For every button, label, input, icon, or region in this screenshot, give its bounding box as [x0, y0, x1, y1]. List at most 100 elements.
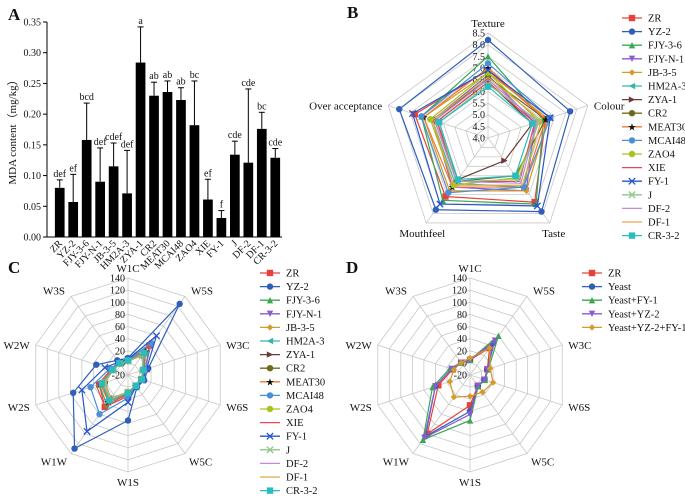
bar — [68, 201, 79, 237]
data-point — [628, 69, 636, 76]
data-point — [474, 382, 482, 389]
radar-axis-label: Colour — [594, 101, 625, 113]
radar-tick-label: 5.5 — [473, 99, 486, 110]
data-point — [266, 432, 274, 440]
data-point — [486, 365, 494, 372]
legend-label: DF-1 — [286, 473, 308, 484]
legend-label: Yeast — [608, 282, 631, 293]
data-point — [411, 111, 418, 118]
data-point — [466, 417, 474, 424]
significance-label: bcd — [79, 92, 93, 103]
data-point — [546, 114, 554, 122]
radar-tick-label: 140 — [110, 274, 125, 285]
significance-label: bc — [190, 70, 200, 81]
data-point: ★ — [484, 64, 493, 75]
legend-label: J — [648, 190, 652, 201]
panel-a-y-tick-label: 0.35 — [24, 18, 42, 29]
radar-gridline — [409, 55, 567, 205]
radar-tick-label: 120 — [110, 286, 125, 297]
data-point — [266, 446, 274, 454]
data-point — [439, 197, 446, 204]
data-point — [466, 402, 474, 409]
radar-axis-label: W6S — [568, 402, 590, 414]
data-point — [628, 150, 636, 158]
data-point — [176, 300, 183, 308]
data-point — [93, 361, 100, 368]
legend-label: XIE — [648, 163, 666, 174]
legend-label: MCAI48 — [286, 391, 324, 402]
radar-tick-label: 4.0 — [473, 134, 486, 145]
significance-label: cde — [268, 138, 282, 149]
data-point — [450, 393, 458, 401]
data-point — [446, 378, 454, 385]
data-point — [266, 392, 274, 399]
radar-tick-label: 7.5 — [473, 52, 486, 63]
radar-tick-label: 20 — [115, 346, 125, 357]
data-point — [83, 427, 91, 436]
data-point — [466, 411, 474, 418]
radar-axis-label: W2W — [3, 340, 30, 352]
data-point — [266, 310, 274, 317]
data-point — [489, 379, 497, 386]
panel-b-radar-chart: B 4.04.55.05.56.06.57.07.58.08.5★★★★★Tex… — [309, 3, 685, 242]
data-point — [408, 109, 417, 118]
bar — [230, 154, 240, 237]
legend-label: FJY-3-6 — [648, 41, 682, 52]
radar-gridline — [398, 44, 578, 214]
data-point — [427, 116, 434, 123]
radar-axis-label: W3C — [226, 340, 249, 352]
data-point — [419, 436, 427, 443]
data-point — [266, 487, 274, 494]
data-point — [436, 200, 444, 208]
data-point — [628, 42, 636, 49]
radar-series-line — [420, 62, 551, 194]
data-point — [132, 382, 140, 389]
bar — [95, 181, 105, 237]
panel-a-letter: A — [8, 5, 21, 24]
radar-series-line — [398, 39, 571, 213]
radar-axis-label: Taste — [542, 228, 565, 240]
data-point — [429, 383, 436, 391]
significance-label: a — [138, 16, 143, 27]
data-point — [457, 359, 465, 366]
panel-a-y-axis-label: MDA content（mg/kg） — [6, 74, 19, 184]
radar-axis-label: W1C — [458, 263, 481, 275]
data-point — [628, 96, 636, 103]
data-point — [124, 389, 132, 397]
legend-label: JB-3-5 — [286, 323, 315, 334]
data-point: ★ — [266, 377, 275, 388]
data-point — [418, 113, 425, 120]
radar-axis-label: W1W — [41, 456, 68, 468]
radar-tick-label: 40 — [457, 334, 467, 345]
data-point — [266, 337, 274, 345]
data-point — [566, 108, 574, 115]
data-point — [479, 388, 486, 396]
radar-tick-label: 80 — [457, 310, 467, 321]
bar — [243, 162, 254, 237]
data-point — [445, 189, 452, 196]
data-point — [484, 83, 492, 90]
panel-b-letter: B — [347, 3, 358, 22]
significance-label: ef — [204, 168, 212, 179]
legend-label: MEAT30 — [286, 377, 325, 388]
legend-label: HM2A-3 — [286, 337, 325, 348]
data-point — [628, 191, 636, 199]
data-point — [266, 405, 274, 413]
radar-series-line — [422, 67, 547, 188]
data-point — [101, 363, 109, 372]
legend-label: CR2 — [648, 109, 667, 120]
data-point — [628, 137, 636, 144]
panel-a-y-tick-label: 0.15 — [24, 140, 42, 151]
panel-a-y-tick-label: 0.20 — [24, 110, 42, 121]
radar-series-line — [438, 85, 534, 181]
data-point — [266, 324, 274, 331]
data-point — [484, 60, 492, 67]
radar-axis-label: Over acceptance — [309, 101, 382, 113]
radar-tick-label: 7.0 — [473, 64, 486, 75]
data-point — [484, 53, 492, 60]
data-point — [124, 398, 132, 406]
data-point — [531, 198, 538, 206]
radar-gridline — [476, 125, 500, 148]
radar-tick-label: 8.0 — [473, 40, 486, 51]
data-point — [486, 344, 493, 352]
